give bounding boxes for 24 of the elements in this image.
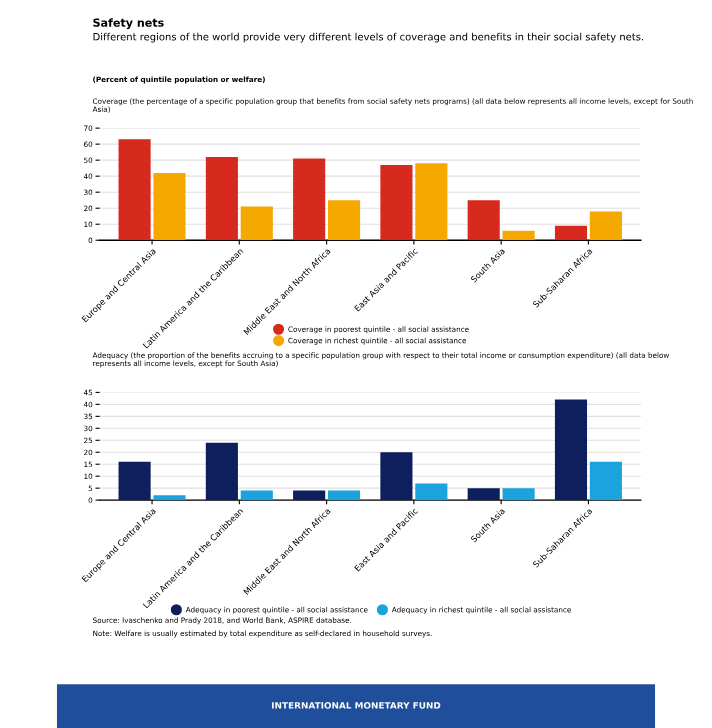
- bar: [415, 163, 448, 241]
- bar: [589, 461, 622, 501]
- bar: [328, 200, 361, 241]
- bar: [554, 399, 588, 501]
- bar: [240, 206, 273, 241]
- bar: [205, 442, 238, 501]
- bar: [293, 490, 326, 501]
- bar: [205, 156, 238, 241]
- bar: [502, 230, 535, 241]
- bar: [415, 483, 448, 501]
- bar: [153, 495, 186, 501]
- bar: [380, 452, 413, 501]
- bar: [118, 461, 151, 501]
- bar: [467, 200, 500, 241]
- bar: [293, 158, 326, 241]
- bar: [153, 172, 186, 241]
- bar: [118, 139, 151, 241]
- bar: [467, 488, 500, 501]
- bar: [240, 490, 273, 501]
- bar: [380, 164, 413, 241]
- bar: [328, 490, 361, 501]
- bar: [589, 211, 622, 241]
- bar: [502, 488, 535, 501]
- bar: [554, 225, 588, 241]
